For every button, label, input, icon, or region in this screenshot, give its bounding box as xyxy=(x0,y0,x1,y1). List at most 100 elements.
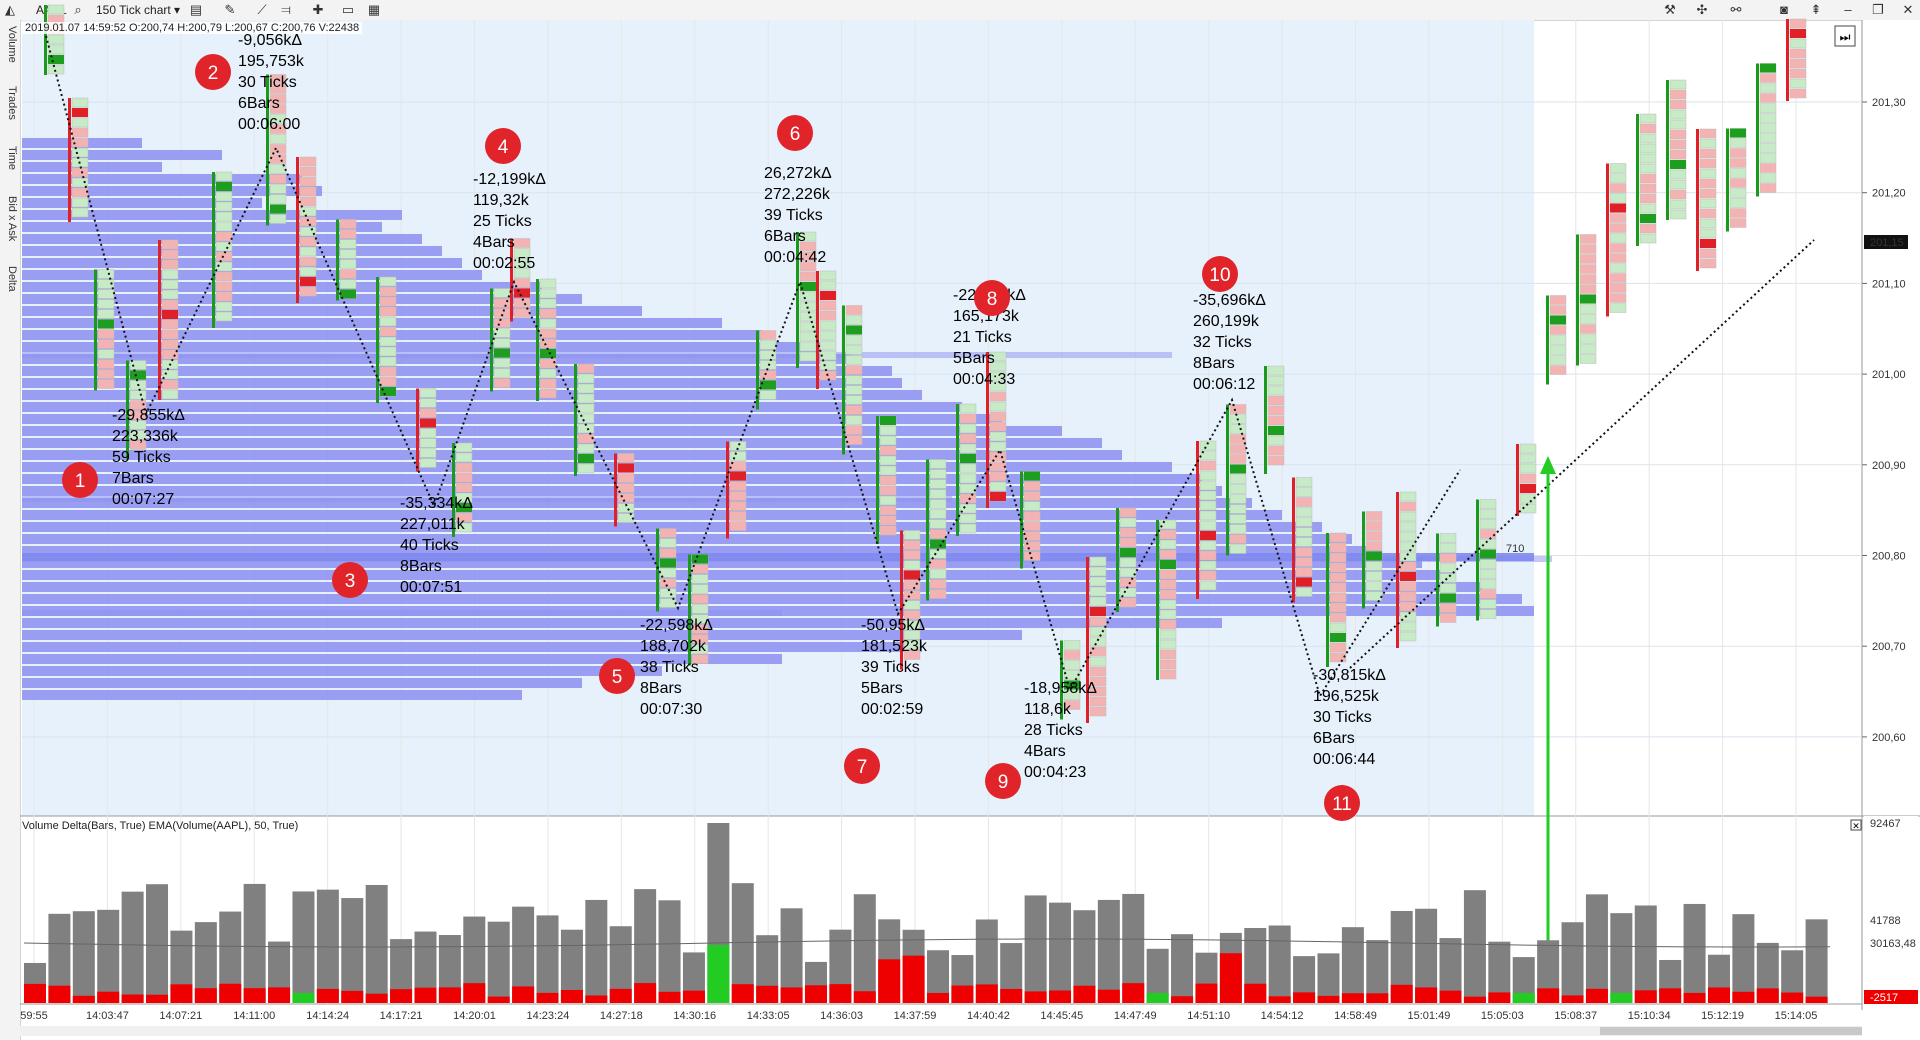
tab-volume[interactable]: Volume xyxy=(6,26,18,63)
delta-bar xyxy=(658,991,681,1003)
footprint-cell xyxy=(215,281,233,292)
footprint-cell xyxy=(1519,503,1537,514)
wave-stat-line: 7Bars xyxy=(112,470,154,487)
footprint-cell xyxy=(161,239,179,250)
wave-stat-line: 5Bars xyxy=(953,350,995,367)
footprint-cell xyxy=(617,513,635,523)
template-icon[interactable]: ▦ xyxy=(367,2,381,17)
footprint-cell xyxy=(269,184,287,194)
footprint-cell xyxy=(929,509,947,519)
delta-bar xyxy=(1732,991,1755,1003)
footprint-cell xyxy=(879,495,897,506)
time-label: 14:17:21 xyxy=(380,1010,423,1022)
footprint-cell xyxy=(729,511,747,521)
footprint-cell xyxy=(1549,325,1567,335)
time-label: 14:37:59 xyxy=(894,1010,937,1022)
footprint-cell xyxy=(299,186,317,197)
add-icon[interactable]: ✚ xyxy=(312,2,324,17)
footprint-cell xyxy=(929,469,947,479)
tab-delta[interactable]: Delta xyxy=(6,266,18,292)
footprint-cell xyxy=(215,211,233,222)
footprint-cell xyxy=(903,530,921,540)
volume-bar xyxy=(927,950,949,1003)
footprint-cell xyxy=(161,339,179,350)
footprint-cell xyxy=(1159,519,1177,530)
footprint-cell xyxy=(1399,541,1417,552)
minimize-icon[interactable]: – xyxy=(1844,2,1852,17)
search-icon[interactable]: ⌕ xyxy=(74,2,82,17)
volume-bar xyxy=(97,909,120,1003)
footprint-cell xyxy=(1089,636,1107,647)
footprint-cell xyxy=(299,156,317,167)
footprint-cell xyxy=(379,376,397,387)
bar-body xyxy=(926,459,929,601)
volume-bar xyxy=(463,916,486,1003)
wave-stat-line: 00:07:30 xyxy=(640,701,702,718)
panel-toggle-button[interactable] xyxy=(1834,25,1856,47)
wave-stat-line: -29,855kΔ xyxy=(112,407,185,424)
restore-icon[interactable]: ❐ xyxy=(1872,2,1884,17)
footprint-cell xyxy=(691,574,709,584)
footprint-cell xyxy=(1199,470,1217,481)
delta-bar xyxy=(292,993,315,1003)
tab-trades[interactable]: Trades xyxy=(6,86,18,120)
tab-bid-x-ask[interactable]: Bid x Ask xyxy=(6,196,18,242)
footprint-cell xyxy=(1549,355,1567,365)
time-label: 14:07:21 xyxy=(159,1010,202,1022)
footprint-cell xyxy=(1229,514,1247,524)
wave-number: 1 xyxy=(75,471,86,492)
footprint-cell xyxy=(903,560,921,570)
footprint-cell xyxy=(269,114,287,124)
footprint-cell xyxy=(1759,73,1777,83)
indicator-icon[interactable]: ⟋ xyxy=(257,2,267,17)
bar-body xyxy=(376,277,379,403)
footprint-cell xyxy=(691,634,709,644)
footprint-cell xyxy=(1023,491,1041,501)
app-logo-icon[interactable]: ◭ xyxy=(5,2,15,17)
bar-body xyxy=(1396,492,1399,648)
crosshair-icon[interactable]: ✣ xyxy=(1696,2,1708,17)
bar-body xyxy=(1726,128,1729,232)
footprint-cell xyxy=(1479,519,1497,529)
footprint-cell xyxy=(1479,589,1497,599)
footprint-cell xyxy=(1579,284,1597,294)
footprint-cell xyxy=(47,44,65,55)
pin-icon[interactable]: ⇞ xyxy=(1810,2,1822,17)
footprint-cell xyxy=(617,473,635,483)
indicator-mid-label: 41788 xyxy=(1870,915,1901,927)
layout-icon[interactable]: ⫤ xyxy=(281,2,291,17)
footprint-cell xyxy=(1479,539,1497,549)
footprint-cell xyxy=(299,166,317,177)
footprint-cell xyxy=(1023,511,1041,521)
footprint-cell xyxy=(1789,68,1807,79)
tools-icon[interactable]: ⚒ xyxy=(1664,2,1676,17)
time-label: 14:40:42 xyxy=(967,1010,1010,1022)
tab-time[interactable]: Time xyxy=(6,146,18,171)
footprint-cell xyxy=(71,207,89,218)
chart-style-icon[interactable]: ▤ xyxy=(189,2,203,17)
chart-type-selector[interactable]: 150 Tick chart ▾ xyxy=(96,2,180,18)
footprint-cell xyxy=(929,559,947,569)
volume-bar xyxy=(1073,910,1096,1003)
price-label: 201,00 xyxy=(1872,369,1906,381)
footprint-cell xyxy=(989,441,1007,452)
link-icon[interactable]: ⚯ xyxy=(1730,2,1742,17)
draw-icon[interactable]: ✎ xyxy=(224,2,236,17)
camera-icon[interactable]: ◙ xyxy=(1780,2,1788,17)
time-label: 14:58:49 xyxy=(1334,1010,1377,1022)
footprint-cell xyxy=(1439,583,1457,593)
wave-number-marker xyxy=(985,763,1021,799)
scrollbar-track[interactable] xyxy=(20,1026,1862,1036)
footprint-cell xyxy=(1439,613,1457,623)
volume-bar xyxy=(1024,895,1047,1003)
window-icon[interactable]: ▭ xyxy=(341,2,355,17)
footprint-cell xyxy=(1549,335,1567,345)
close-icon[interactable]: ✕ xyxy=(1902,2,1914,17)
indicator-close-button[interactable] xyxy=(1850,819,1862,831)
footprint-cell xyxy=(879,475,897,486)
scrollbar-thumb[interactable] xyxy=(1600,1027,1862,1035)
footprint-cell xyxy=(1267,385,1285,396)
max-volume-cell xyxy=(1200,531,1216,540)
wave-stat-line: 00:07:51 xyxy=(400,579,462,596)
